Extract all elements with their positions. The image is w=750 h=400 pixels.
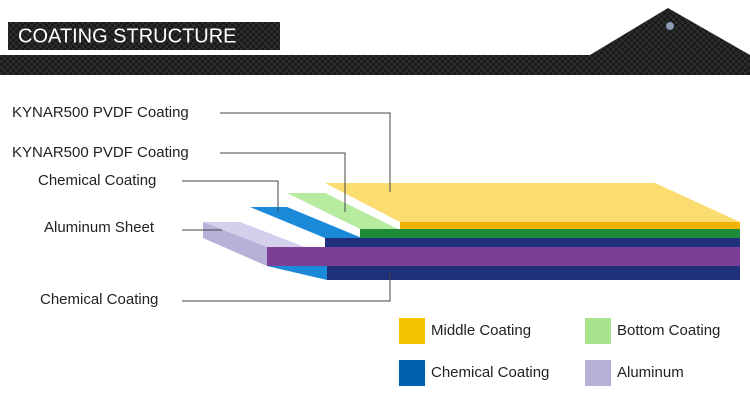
legend-label: Middle Coating <box>431 322 531 339</box>
layer <box>360 229 740 238</box>
layer <box>203 222 267 266</box>
roof-dot <box>666 22 674 30</box>
callout-label: Aluminum Sheet <box>44 219 155 236</box>
callout-line <box>182 272 391 302</box>
legend-swatch <box>399 318 425 344</box>
legend-label: Aluminum <box>617 364 684 381</box>
legend: Middle Coating Bottom Coating Chemical Coa… <box>399 318 720 386</box>
callouts: KYNAR500 PVDF Coating KYNAR500 PVDF Coat… <box>12 104 391 308</box>
callout-line <box>220 152 346 212</box>
layer <box>287 193 398 229</box>
layer <box>267 247 740 266</box>
legend-swatch <box>585 318 611 344</box>
layer <box>267 266 327 280</box>
callout-label: Chemical Coating <box>40 291 158 308</box>
callout-line <box>220 112 391 192</box>
layers <box>203 183 740 280</box>
layer <box>327 266 740 280</box>
callout-line <box>182 180 279 212</box>
header-band <box>0 55 750 75</box>
callout-label: Chemical Coating <box>38 172 156 189</box>
layer <box>325 183 740 222</box>
legend-swatch <box>399 360 425 386</box>
roof <box>590 8 750 55</box>
title: COATING STRUCTURE <box>18 25 237 47</box>
header: COATING STRUCTURE <box>0 8 750 75</box>
layer <box>203 222 305 247</box>
layer <box>250 207 362 238</box>
layer <box>325 238 740 247</box>
callout-label: KYNAR500 PVDF Coating <box>12 144 189 161</box>
legend-swatch <box>585 360 611 386</box>
title-box <box>8 22 280 50</box>
layer <box>400 222 740 229</box>
callout-label: KYNAR500 PVDF Coating <box>12 104 189 121</box>
legend-label: Chemical Coating <box>431 364 549 381</box>
legend-label: Bottom Coating <box>617 322 720 339</box>
